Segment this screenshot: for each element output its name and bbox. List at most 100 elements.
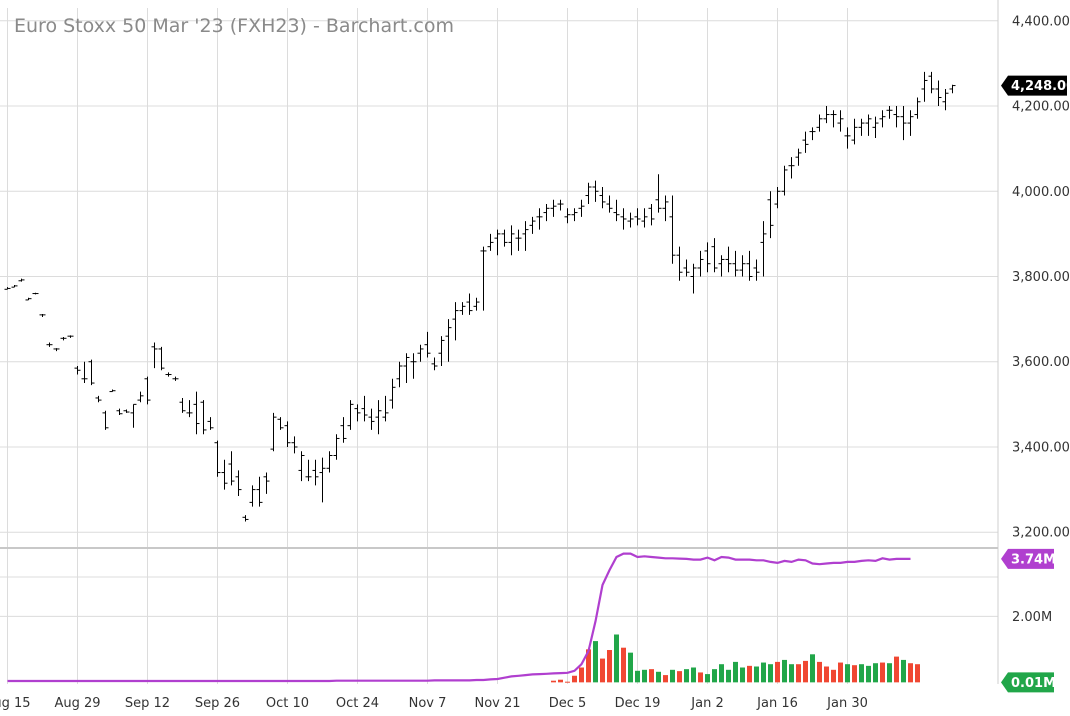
price-bar: [25, 297, 32, 301]
price-bars: [4, 71, 956, 522]
price-bar: [368, 408, 375, 430]
price-bar: [221, 459, 228, 490]
price-bar: [228, 451, 235, 486]
price-bar: [417, 344, 424, 362]
volume-bar: [649, 669, 654, 683]
volume-axis: 2.00M: [1012, 610, 1052, 625]
price-bar: [886, 106, 893, 119]
price-bar: [515, 229, 522, 251]
date-axis: Aug 15 Aug 29 Sep 12 Sep 26 Oct 10 Oct 24 Nov …: [0, 696, 868, 711]
price-bar: [424, 331, 431, 358]
price-tick-label: 3,800.00: [1012, 270, 1070, 285]
price-bar: [564, 208, 571, 224]
price-bar: [634, 208, 641, 226]
price-bar: [200, 400, 207, 435]
price-bar: [830, 110, 837, 128]
volume-bar: [642, 669, 647, 683]
volume-bar: [614, 634, 619, 683]
price-bar: [354, 404, 361, 422]
price-bar: [284, 421, 291, 447]
price-bar: [256, 476, 263, 507]
last-price-label: 4,248.00: [1011, 79, 1070, 94]
price-bar: [816, 114, 823, 132]
gridlines: [0, 0, 999, 684]
price-bar: [326, 451, 333, 473]
price-bar: [662, 195, 669, 222]
price-bar: [361, 395, 368, 422]
price-bar: [907, 110, 914, 136]
price-bar: [571, 208, 578, 222]
price-bar: [347, 400, 354, 430]
volume-bar: [684, 669, 689, 683]
price-bar: [445, 319, 452, 362]
price-bar: [669, 195, 676, 264]
volume-bar: [817, 661, 822, 683]
volume-bar: [796, 664, 801, 683]
price-bar: [249, 485, 256, 507]
price-bar: [627, 212, 634, 228]
volume-bar: [810, 654, 815, 683]
price-bar: [4, 287, 11, 290]
volume-bar: [712, 669, 717, 683]
price-bar: [641, 208, 648, 228]
volume-bar: [733, 661, 738, 683]
date-tick-label: Jan 30: [826, 696, 868, 711]
volume-bar: [852, 665, 857, 683]
volume-bar: [719, 664, 724, 683]
price-tick-label: 3,200.00: [1012, 526, 1070, 541]
date-tick-label: Jan 2: [690, 696, 723, 711]
price-bar: [613, 199, 620, 222]
price-bar: [697, 250, 704, 277]
date-tick-label: Nov 7: [409, 696, 447, 711]
date-tick-label: Sep 26: [195, 696, 240, 711]
open-interest-badge: 3.74M: [1001, 548, 1056, 569]
price-bar: [487, 233, 494, 251]
price-bar: [116, 408, 123, 416]
price-bar: [410, 353, 417, 379]
price-bar: [732, 250, 739, 277]
price-bar: [396, 361, 403, 388]
price-bar: [942, 88, 949, 111]
volume-bar: [873, 663, 878, 683]
volume-bar: [831, 669, 836, 683]
price-bar: [795, 148, 802, 166]
volume-bar: [663, 675, 668, 683]
volume-bar: [635, 670, 640, 683]
price-bar: [844, 127, 851, 149]
price-tick-label: 3,600.00: [1012, 355, 1070, 370]
price-bar: [781, 165, 788, 196]
open-interest-label: 3.74M: [1011, 552, 1056, 567]
date-tick-label: Sep 12: [125, 696, 170, 711]
volume-badge: 0.01M: [1001, 672, 1056, 693]
volume-bar: [754, 666, 759, 683]
date-tick-label: Dec 19: [615, 696, 661, 711]
price-bar: [578, 199, 585, 217]
price-bar: [32, 292, 39, 295]
volume-bar: [782, 659, 787, 683]
price-bar: [53, 348, 60, 352]
volume-bar: [747, 665, 752, 683]
price-bar: [676, 246, 683, 281]
price-bar: [928, 71, 935, 94]
price-bar: [501, 229, 508, 247]
volume-bar: [621, 647, 626, 683]
price-bar: [753, 259, 760, 281]
price-tick-label: 4,400.00: [1012, 14, 1070, 29]
price-bar: [893, 106, 900, 128]
volume-bar: [880, 662, 885, 683]
price-bar: [858, 118, 865, 136]
price-bar: [473, 297, 480, 311]
price-bar: [704, 242, 711, 273]
price-bar: [277, 417, 284, 430]
price-bar: [606, 195, 613, 213]
price-bar: [718, 255, 725, 277]
price-bar: [291, 436, 298, 454]
price-bar: [137, 391, 144, 403]
price-bar: [130, 403, 137, 428]
price-bar: [536, 208, 543, 230]
price-bar: [746, 250, 753, 281]
price-bar: [298, 451, 305, 482]
price-bar: [711, 238, 718, 273]
volume-bar: [579, 667, 584, 683]
